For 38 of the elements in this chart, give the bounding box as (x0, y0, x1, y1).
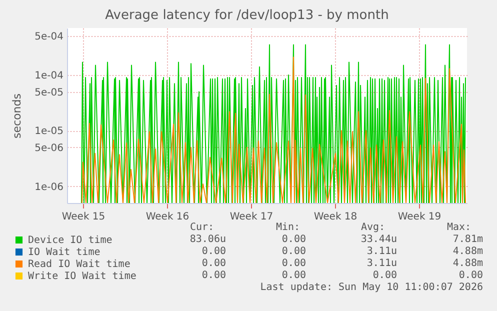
text: 3.11u (366, 258, 397, 270)
text: 0.00 (282, 234, 306, 246)
text: 0.00 (458, 270, 483, 282)
text: Max: (447, 222, 472, 234)
legend-label: Write IO Wait time (28, 271, 136, 282)
text: 0.00 (202, 246, 226, 258)
x-tick-label: Week 18 (314, 212, 358, 222)
text: 4.88m (452, 246, 483, 258)
y-tick-label: 5e-06 (34, 142, 64, 154)
text: 0.00 (202, 258, 226, 270)
chart-title: Average latency for /dev/loop13 - by month (105, 8, 389, 23)
y-axis-title: seconds (10, 93, 24, 138)
text: 3.11u (366, 246, 397, 258)
y-tick-label: 5e-05 (34, 87, 64, 98)
x-tick-label: Week 19 (398, 212, 442, 222)
y-tick-label: 1e-06 (34, 182, 64, 193)
text: Cur: (190, 222, 214, 234)
text: Last update: Sun May 10 11:00:07 2026 (260, 282, 483, 294)
text: 0.00 (282, 246, 306, 258)
x-tick-label: Week 16 (146, 212, 190, 222)
x-tick-label: Week 17 (230, 212, 274, 222)
x-tick-label: Week 15 (62, 212, 106, 222)
text: Min: (276, 222, 300, 234)
text: 7.81m (452, 234, 483, 246)
text: 0.00 (282, 258, 306, 270)
legend-label: IO Wait time (28, 247, 100, 258)
legend-label: Device IO time (28, 235, 112, 246)
text: Avg: (361, 222, 386, 234)
y-tick-label: 1e-05 (34, 126, 64, 138)
text: 0.00 (372, 270, 397, 282)
y-tick-label: 1e-04 (34, 70, 64, 82)
legend-label: Read IO Wait time (28, 259, 130, 270)
text: 0.00 (282, 270, 306, 282)
text: 83.06u (190, 234, 226, 246)
text: 0.00 (202, 270, 226, 282)
text: 4.88m (452, 258, 483, 270)
y-tick-label: 5e-04 (34, 32, 64, 43)
text: 33.44u (360, 234, 397, 246)
